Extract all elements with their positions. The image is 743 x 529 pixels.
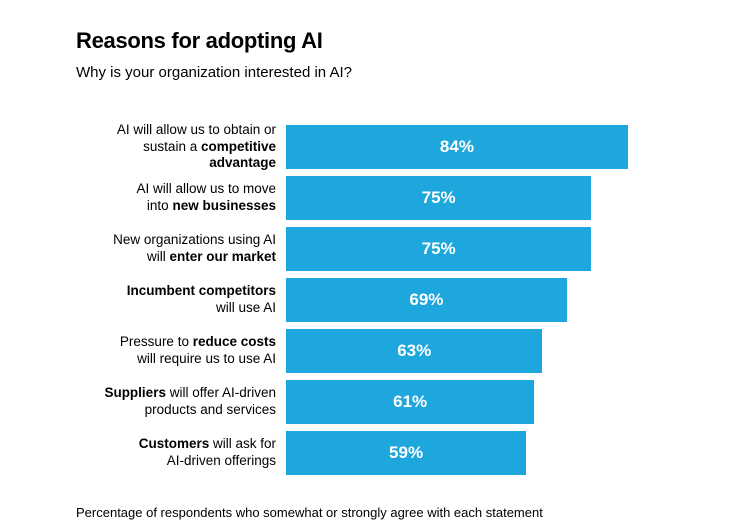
chart-footnote: Percentage of respondents who somewhat o… <box>76 505 693 520</box>
bar-track: 63% <box>286 329 693 373</box>
bar-track: 84% <box>286 125 693 169</box>
bar: 84% <box>286 125 628 169</box>
row-label: AI will allow us to obtain orsustain a c… <box>76 122 286 173</box>
bar: 75% <box>286 227 591 271</box>
chart-subtitle: Why is your organization interested in A… <box>76 64 693 81</box>
bar-value-label: 59% <box>389 443 423 463</box>
bar: 75% <box>286 176 591 220</box>
bar-track: 59% <box>286 431 693 475</box>
bar-value-label: 84% <box>440 137 474 157</box>
row-label: Incumbent competitorswill use AI <box>76 283 286 317</box>
bar-value-label: 75% <box>422 239 456 259</box>
chart-row: Customers will ask forAI-driven offering… <box>76 431 693 475</box>
row-label: Pressure to reduce costswill require us … <box>76 334 286 368</box>
bar: 59% <box>286 431 526 475</box>
row-label: Suppliers will offer AI-drivenproducts a… <box>76 385 286 419</box>
chart-row: AI will allow us to obtain orsustain a c… <box>76 125 693 169</box>
bar-value-label: 69% <box>409 290 443 310</box>
row-label: AI will allow us to moveinto new busines… <box>76 181 286 215</box>
chart-row: AI will allow us to moveinto new busines… <box>76 176 693 220</box>
chart-row: New organizations using AIwill enter our… <box>76 227 693 271</box>
bar: 69% <box>286 278 567 322</box>
bar-value-label: 75% <box>422 188 456 208</box>
bar-track: 75% <box>286 227 693 271</box>
row-label: Customers will ask forAI-driven offering… <box>76 436 286 470</box>
bar-value-label: 63% <box>397 341 431 361</box>
bar-chart: AI will allow us to obtain orsustain a c… <box>76 125 693 475</box>
bar-track: 69% <box>286 278 693 322</box>
chart-row: Suppliers will offer AI-drivenproducts a… <box>76 380 693 424</box>
bar-value-label: 61% <box>393 392 427 412</box>
row-label: New organizations using AIwill enter our… <box>76 232 286 266</box>
bar-track: 61% <box>286 380 693 424</box>
chart-title: Reasons for adopting AI <box>76 28 693 54</box>
bar-track: 75% <box>286 176 693 220</box>
bar: 63% <box>286 329 542 373</box>
bar: 61% <box>286 380 534 424</box>
chart-row: Pressure to reduce costswill require us … <box>76 329 693 373</box>
chart-row: Incumbent competitorswill use AI 69% <box>76 278 693 322</box>
